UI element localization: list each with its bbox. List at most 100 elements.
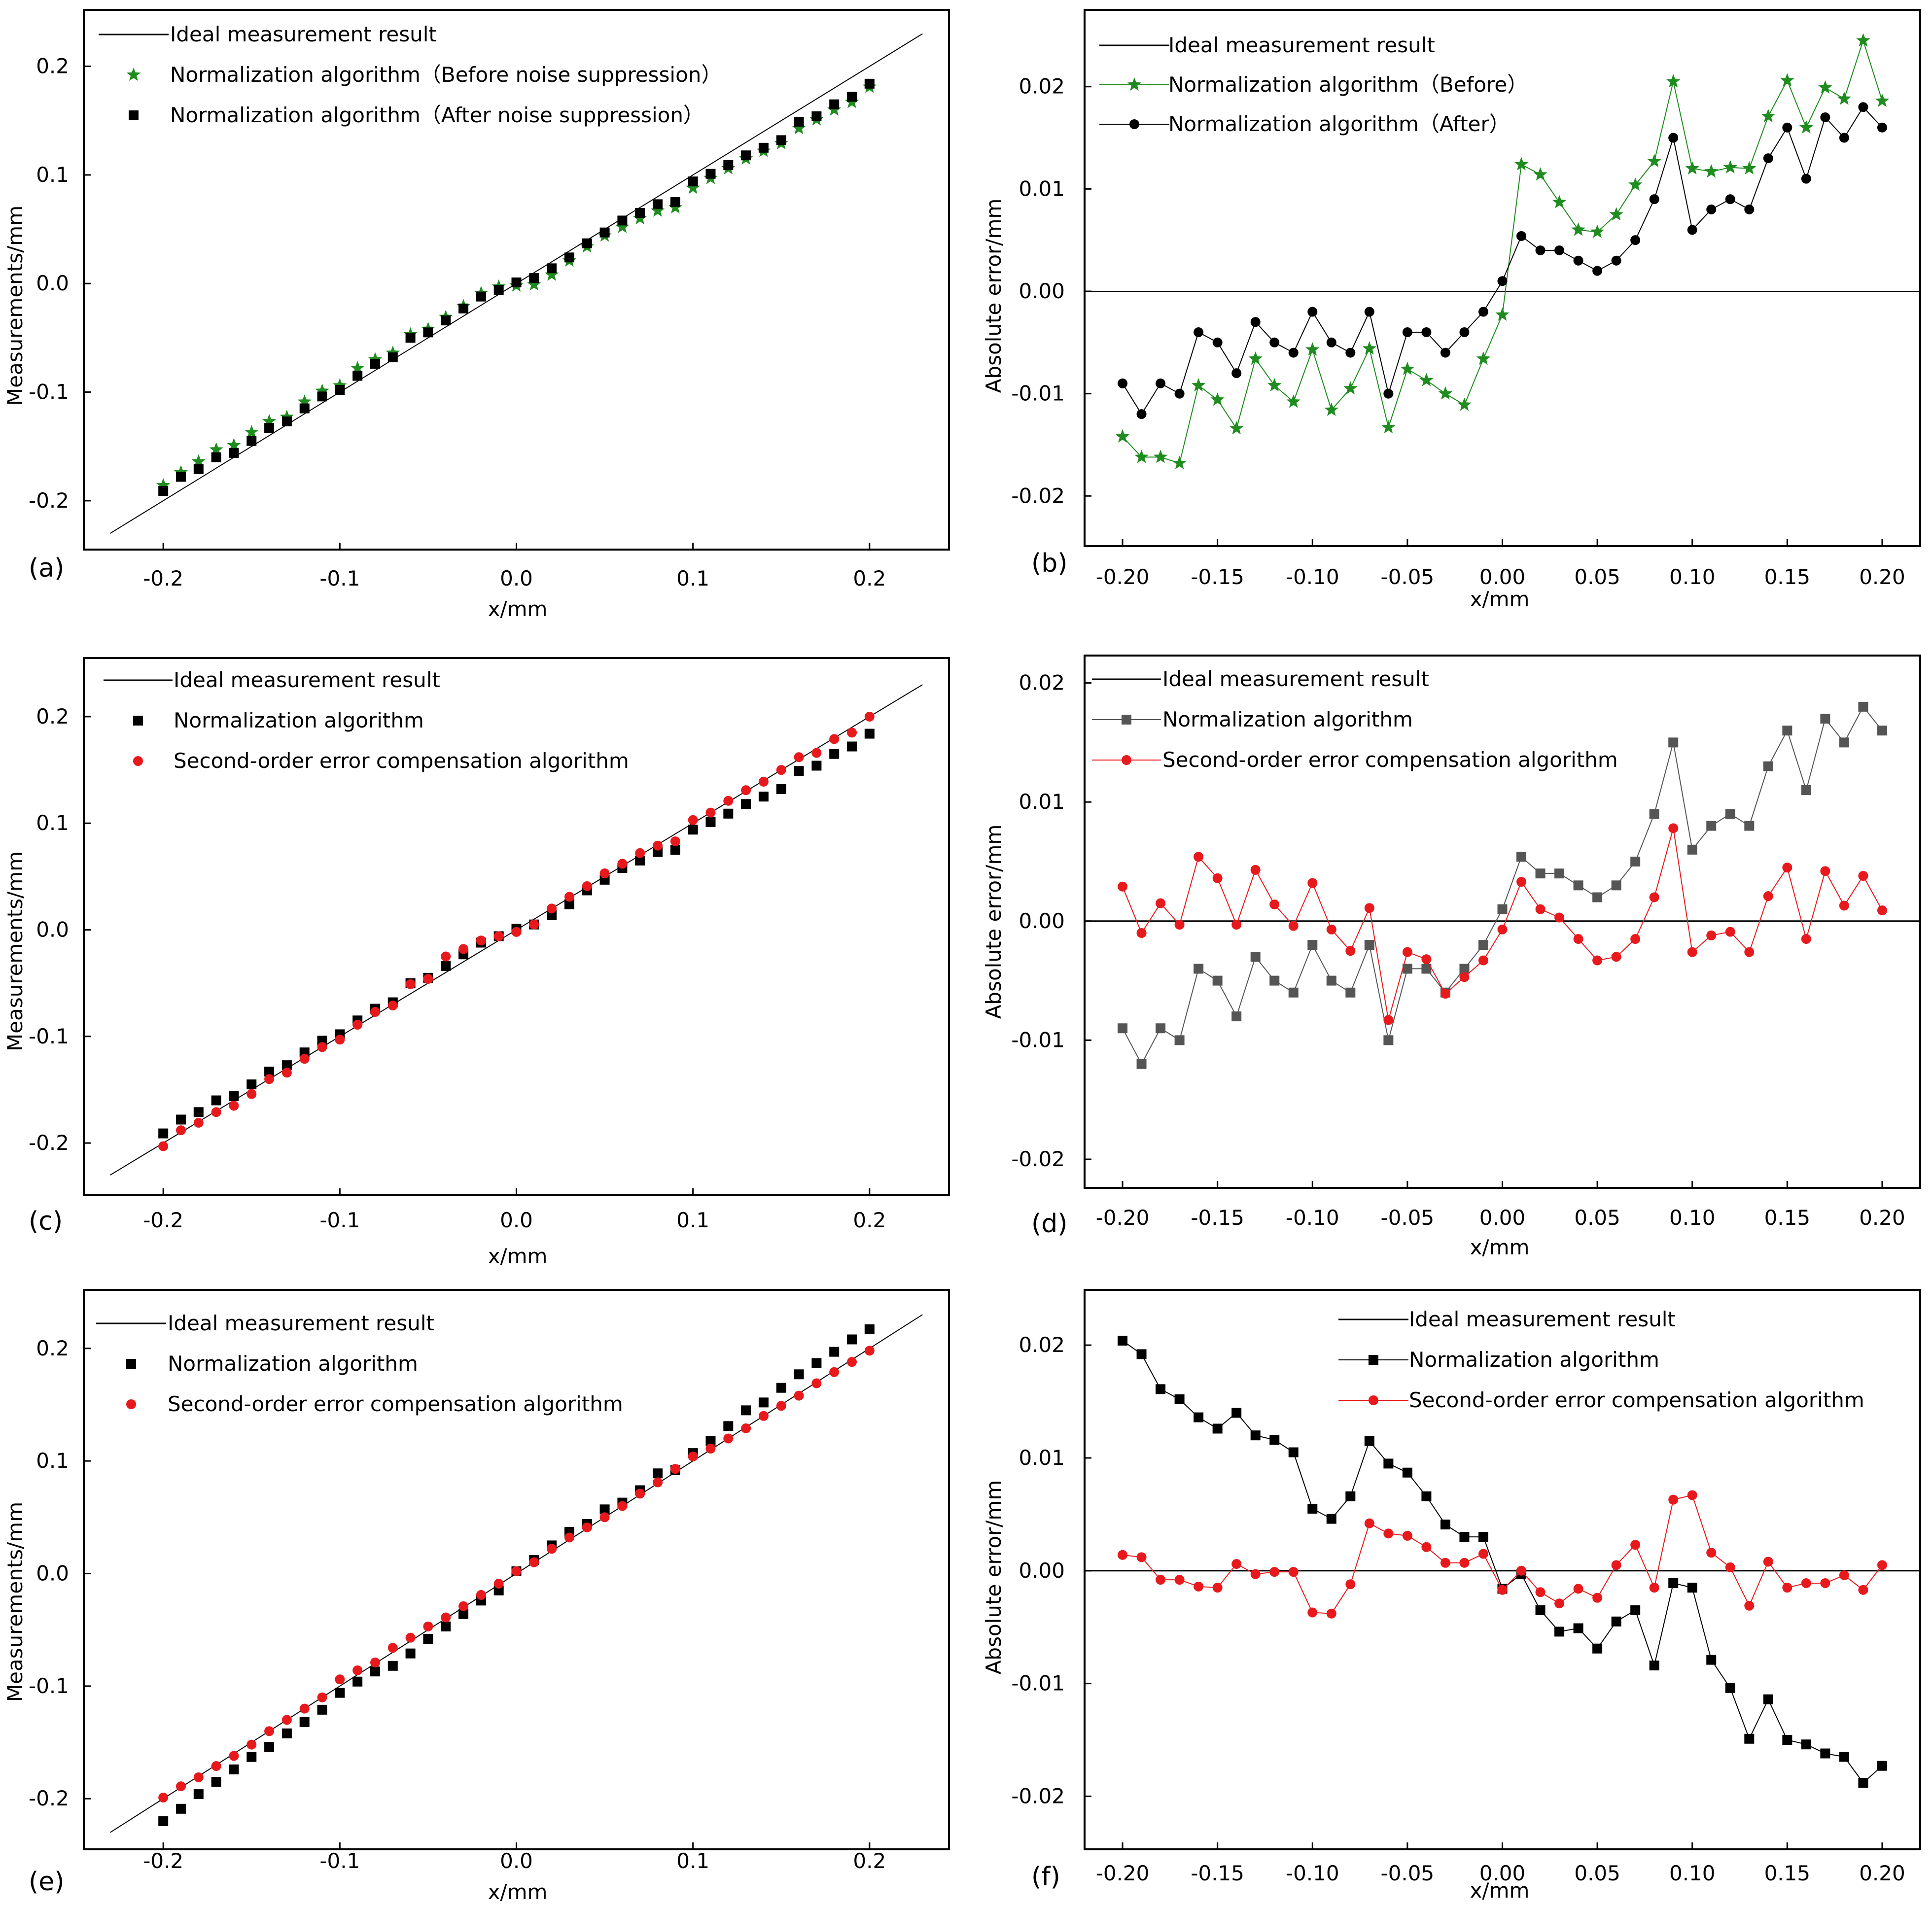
y-tick-label: -0.1	[29, 380, 69, 404]
y-tick-label: 0.1	[36, 1449, 69, 1473]
data-point	[297, 394, 312, 408]
y-tick-label: 0.2	[36, 704, 69, 728]
legend-label: Ideal measurement result	[170, 22, 437, 46]
data-point	[158, 1141, 169, 1151]
y-tick-label: 0.01	[1019, 790, 1065, 814]
data-point	[1383, 1035, 1394, 1045]
data-point	[547, 1544, 557, 1554]
data-point	[1763, 761, 1773, 771]
data-point	[1497, 924, 1508, 935]
data-point	[1440, 1558, 1450, 1568]
data-point	[529, 919, 539, 930]
data-point	[1818, 80, 1832, 94]
data-point	[1364, 903, 1374, 913]
data-point	[211, 1095, 221, 1106]
data-point	[1231, 1011, 1242, 1022]
data-point	[653, 199, 663, 209]
x-tick-label: 0.10	[1669, 1206, 1716, 1230]
data-point	[1573, 1623, 1583, 1633]
data-point	[315, 383, 329, 397]
data-point	[1250, 317, 1261, 327]
data-point	[1497, 1585, 1508, 1595]
data-point	[635, 208, 645, 218]
data-point	[1744, 947, 1755, 957]
data-point	[299, 1054, 310, 1064]
data-point	[1231, 920, 1242, 930]
data-point	[1381, 420, 1396, 434]
data-point	[864, 1324, 875, 1334]
legend-label: Ideal measurement result	[168, 1311, 434, 1335]
chart-panel-0: -0.2 -0.1 0.0 0.1 0.2 -0.2 -0.1 0.0 0.1 0.2 x/mm Me…	[3, 9, 950, 621]
y-tick-label: 0.2	[36, 54, 69, 78]
data-point	[1554, 245, 1565, 255]
data-point	[1212, 975, 1223, 986]
data-point	[529, 273, 539, 283]
data-point	[529, 1557, 539, 1567]
data-point	[493, 285, 504, 295]
data-point	[1609, 207, 1623, 221]
data-point	[211, 452, 221, 462]
data-point	[1364, 1518, 1374, 1528]
x-tick-label: 0.10	[1669, 565, 1716, 589]
data-point	[193, 1789, 204, 1800]
data-point	[1286, 394, 1300, 408]
data-point	[1343, 381, 1358, 395]
data-point	[1402, 1530, 1412, 1541]
data-point	[1630, 235, 1641, 245]
data-point	[670, 197, 680, 207]
data-point	[758, 776, 769, 787]
data-point	[1858, 102, 1868, 112]
legend-label: Second-order error compensation algorith…	[1162, 748, 1618, 772]
data-point	[246, 1752, 257, 1762]
data-point	[1248, 351, 1263, 365]
data-point	[1742, 161, 1756, 174]
y-tick-label: -0.1	[29, 1674, 69, 1698]
data-point	[617, 1501, 628, 1511]
legend-swatch-marker	[133, 716, 143, 726]
data-point	[350, 361, 365, 375]
data-point	[333, 378, 347, 392]
y-tick-label: -0.01	[1011, 381, 1065, 406]
data-point	[158, 1792, 169, 1802]
data-point	[1421, 954, 1432, 965]
data-point	[1763, 1557, 1773, 1567]
data-point	[705, 807, 716, 818]
data-point	[1706, 930, 1717, 940]
data-point	[1212, 1423, 1223, 1434]
data-point	[1136, 928, 1147, 938]
data-point	[1364, 307, 1374, 317]
y-axis-title: Absolute error/mm	[982, 825, 1006, 1019]
x-tick-label: -0.15	[1191, 565, 1244, 589]
y-tick-label: 0.2	[36, 1336, 69, 1360]
legend-label: Ideal measurement result	[174, 668, 440, 692]
data-point	[299, 1717, 310, 1727]
data-point	[635, 848, 645, 858]
data-point	[1288, 1447, 1299, 1457]
data-point	[1666, 74, 1681, 88]
x-tick-label: 0.2	[853, 1849, 886, 1873]
data-point	[1649, 809, 1659, 819]
x-axis-title: x/mm	[488, 1880, 548, 1904]
data-point	[281, 1068, 292, 1078]
data-point	[1649, 1583, 1659, 1593]
data-point	[758, 1397, 769, 1408]
y-axis-title: Measurements/mm	[3, 1502, 27, 1702]
series-1	[1115, 33, 1890, 469]
data-point	[1345, 1491, 1356, 1501]
data-point	[564, 899, 574, 909]
data-point	[615, 219, 630, 233]
y-tick-label: -0.02	[1011, 484, 1065, 508]
data-point	[1763, 1694, 1773, 1704]
data-point	[229, 448, 239, 458]
x-tick-label: -0.20	[1096, 1861, 1150, 1885]
data-point	[1174, 920, 1185, 930]
data-point	[158, 486, 169, 496]
data-point	[1820, 112, 1830, 123]
data-point	[1647, 154, 1661, 168]
data-point	[1307, 878, 1318, 888]
data-point	[864, 711, 875, 722]
data-point	[176, 1114, 186, 1125]
data-point	[811, 761, 822, 771]
data-point	[741, 1405, 751, 1416]
data-point	[1668, 1578, 1679, 1588]
